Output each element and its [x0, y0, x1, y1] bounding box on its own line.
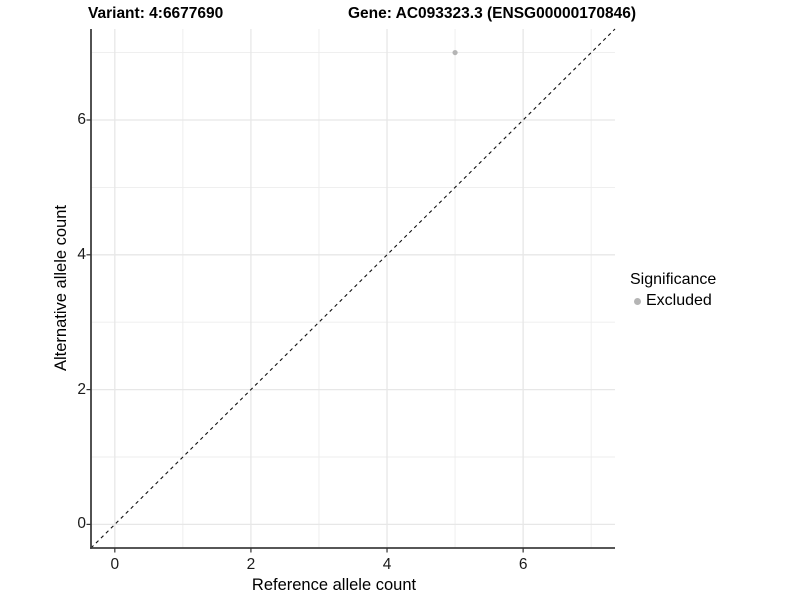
- excluded-point-icon: [634, 297, 641, 305]
- plot-title-variant: Variant: 4:6677690: [88, 5, 224, 22]
- x-tick-label: 6: [518, 556, 528, 573]
- legend-item-excluded: Excluded: [630, 292, 760, 310]
- y-axis-title: Alternative allele count: [52, 205, 70, 372]
- identity-dashed-line: [90, 28, 616, 549]
- legend-title: Significance: [630, 271, 717, 288]
- x-axis-title: Reference allele count: [251, 576, 417, 594]
- legend: Significance Excluded: [630, 271, 760, 310]
- plot-title-gene: Gene: AC093323.3 (ENSG00000170846): [348, 5, 637, 22]
- y-tick-label: 4: [77, 245, 86, 263]
- data-point: [452, 49, 458, 56]
- x-tick-label: 0: [110, 556, 120, 573]
- y-tick-label: 0: [77, 515, 86, 533]
- x-tick-label: 2: [246, 556, 256, 573]
- y-tick-label: 6: [77, 110, 86, 128]
- x-tick-label: 4: [382, 556, 392, 573]
- y-tick-label: 2: [77, 380, 86, 398]
- legend-item-label: Excluded: [646, 292, 712, 309]
